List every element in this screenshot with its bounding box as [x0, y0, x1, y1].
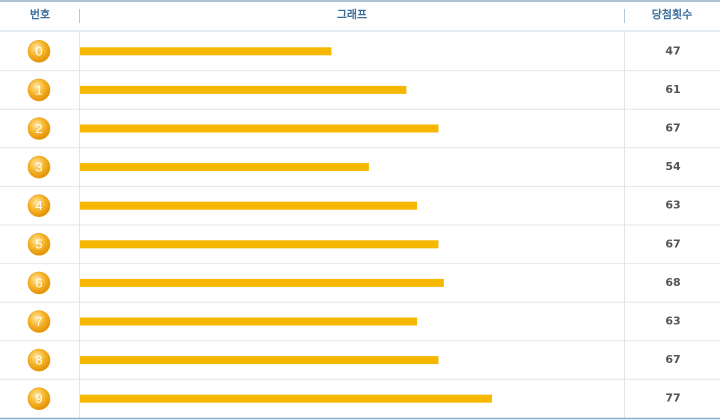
number-ball	[27, 117, 51, 140]
value-label: 67	[665, 122, 680, 135]
column-header: 번호	[30, 7, 50, 21]
bar	[80, 85, 407, 94]
number-ball	[27, 310, 51, 333]
value-label: 68	[665, 276, 680, 289]
number-ball	[27, 78, 51, 102]
column-header: 그래프	[337, 7, 367, 21]
value-label: 54	[665, 160, 681, 173]
number-ball	[27, 387, 51, 411]
bar	[80, 47, 332, 56]
column-header: 당첨횟수	[652, 7, 692, 21]
bar	[80, 394, 492, 403]
number-ball	[27, 233, 51, 256]
number-ball	[27, 39, 51, 63]
value-label: 63	[665, 315, 680, 328]
bar	[80, 317, 418, 326]
ball-number: 5	[35, 237, 42, 252]
ball-number: 3	[35, 160, 42, 175]
ball-number: 6	[35, 275, 42, 290]
value-label: 47	[665, 44, 680, 57]
number-ball	[27, 348, 51, 372]
bar	[80, 163, 369, 172]
number-ball	[27, 271, 51, 295]
bar	[80, 356, 439, 365]
ball-number: 1	[35, 82, 42, 97]
value-label: 63	[665, 199, 680, 212]
bar	[80, 201, 418, 210]
ball-number: 2	[35, 121, 42, 136]
bar	[80, 124, 439, 133]
bar	[80, 240, 439, 249]
value-label: 61	[665, 83, 680, 96]
value-label: 77	[665, 392, 680, 405]
value-label: 67	[665, 237, 680, 250]
ball-number: 0	[35, 44, 42, 59]
ball-number: 8	[35, 353, 42, 368]
ball-number: 7	[35, 314, 42, 329]
value-label: 67	[665, 353, 680, 366]
ball-number: 4	[35, 198, 42, 213]
number-ball	[27, 155, 51, 179]
ball-number: 9	[35, 391, 42, 406]
number-ball	[27, 194, 51, 217]
bar	[80, 278, 444, 287]
